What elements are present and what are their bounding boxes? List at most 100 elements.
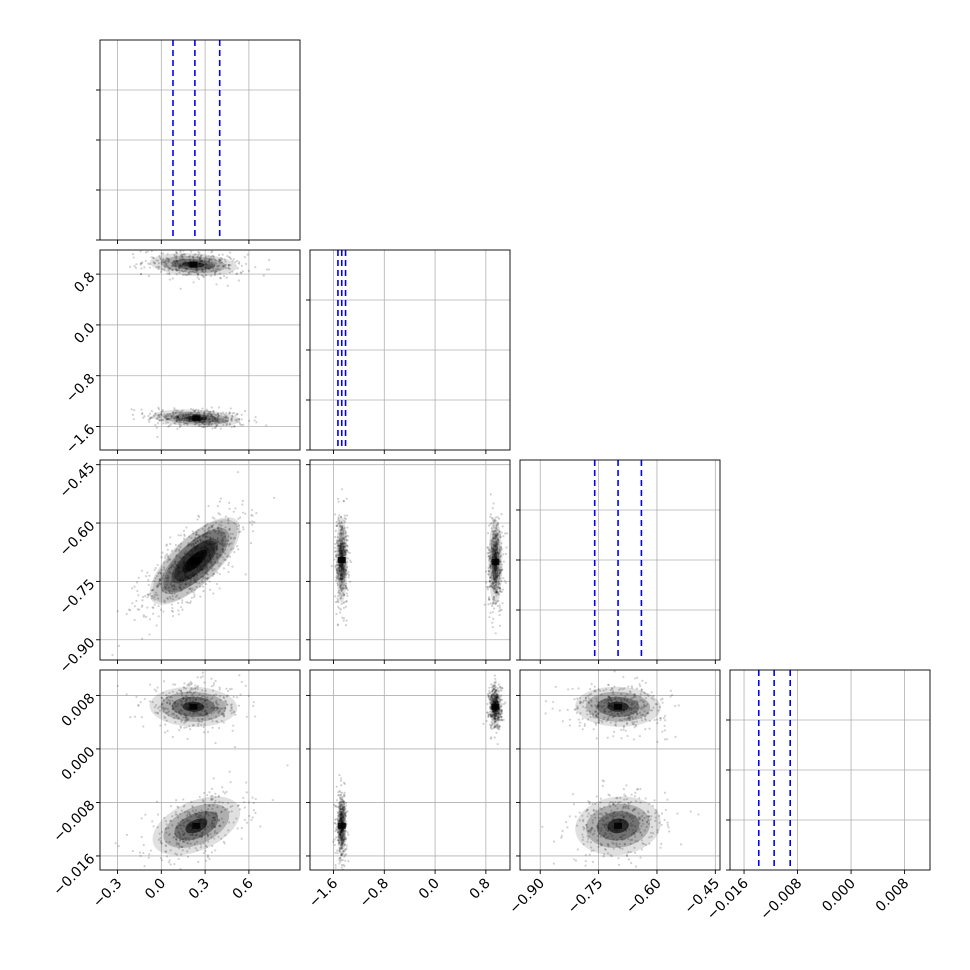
scatter-point (606, 843, 610, 846)
scatter-point (227, 519, 230, 522)
scatter-point (622, 728, 625, 731)
scatter-point (339, 835, 342, 839)
scatter-point (594, 721, 597, 725)
scatter-point (336, 542, 339, 545)
scatter-point (250, 508, 254, 512)
scatter-point (240, 418, 243, 421)
scatter-point (220, 837, 223, 840)
scatter-point (500, 608, 503, 611)
scatter-point (339, 819, 342, 822)
scatter-point (500, 569, 503, 572)
scatter-point (340, 542, 343, 545)
scatter-point (217, 564, 221, 567)
scatter-point (338, 564, 341, 567)
scatter-point (492, 574, 495, 578)
scatter-point (144, 259, 147, 263)
scatter-point (210, 559, 213, 563)
scatter-point (200, 274, 203, 277)
scatter-point (147, 418, 150, 421)
scatter-point (494, 583, 497, 586)
scatter-point (496, 695, 500, 698)
scatter-point (489, 705, 492, 708)
scatter-point (173, 701, 176, 704)
scatter-point (222, 713, 225, 716)
scatter-point (343, 567, 346, 570)
scatter-point (494, 685, 497, 689)
x-tick-label: −0.60 (623, 876, 665, 918)
scatter-point (198, 259, 201, 262)
scatter-point (233, 551, 236, 554)
scatter-point (167, 580, 170, 583)
scatter-point (496, 592, 499, 595)
scatter-point (158, 582, 162, 586)
scatter-point (139, 701, 142, 704)
scatter-point (174, 259, 177, 263)
scatter-point (149, 416, 152, 420)
scatter-point (337, 554, 340, 557)
scatter-point (591, 821, 594, 824)
scatter-point (158, 578, 162, 581)
scatter-point (340, 808, 344, 811)
scatter-point (205, 259, 208, 262)
scatter-point (148, 618, 152, 621)
scatter-point (187, 820, 190, 823)
scatter-point (186, 575, 189, 578)
scatter-point (337, 566, 340, 570)
scatter-point (237, 517, 240, 520)
gridlines (310, 670, 510, 870)
scatter-point (212, 777, 215, 780)
scatter-point (490, 686, 493, 689)
scatter-point (489, 713, 492, 716)
scatter-point (212, 269, 215, 272)
panel-joint-2-1 (306, 459, 511, 664)
scatter-point (342, 569, 345, 572)
scatter-point (221, 548, 224, 551)
scatter-point (344, 586, 347, 589)
scatter-point (489, 714, 492, 717)
scatter-point (173, 832, 177, 836)
scatter-point (334, 601, 338, 604)
scatter-point (169, 819, 172, 823)
scatter-point (195, 269, 199, 272)
scatter-point (198, 572, 201, 575)
scatter-point (491, 699, 494, 702)
scatter-point (200, 714, 203, 717)
scatter-point (215, 720, 218, 723)
scatter-point (182, 258, 186, 261)
scatter-point (497, 701, 500, 705)
scatter-point (606, 836, 610, 839)
scatter-point (491, 581, 495, 584)
scatter-point (181, 830, 184, 833)
scatter-point (220, 524, 223, 527)
scatter-point (217, 528, 220, 531)
histogram-red-line (106, 50, 288, 240)
scatter-point (221, 532, 225, 535)
scatter-point (494, 696, 497, 699)
scatter-point (168, 859, 171, 862)
scatter-point (176, 704, 179, 708)
scatter-point (178, 412, 181, 416)
scatter-point (337, 544, 340, 547)
scatter-point (172, 259, 175, 262)
scatter-point (631, 715, 634, 718)
scatter-point (224, 808, 227, 811)
scatter-point (225, 790, 228, 793)
scatter-point (204, 696, 207, 700)
scatter-point (188, 712, 191, 715)
scatter-point (499, 700, 502, 703)
scatter-point (598, 819, 601, 822)
scatter-point (147, 414, 150, 418)
scatter-point (344, 838, 347, 841)
scatter-point (175, 415, 178, 418)
scatter-point (497, 723, 500, 726)
scatter-point (336, 524, 339, 527)
scatter-point (591, 827, 594, 830)
scatter-point (486, 586, 489, 589)
scatter-point (219, 497, 222, 500)
scatter-point (494, 580, 497, 584)
y-tick-label: −0.60 (57, 518, 99, 560)
scatter-point (207, 504, 210, 508)
scatter-point (202, 425, 206, 429)
scatter-point (178, 422, 181, 425)
scatter-point (489, 698, 493, 702)
